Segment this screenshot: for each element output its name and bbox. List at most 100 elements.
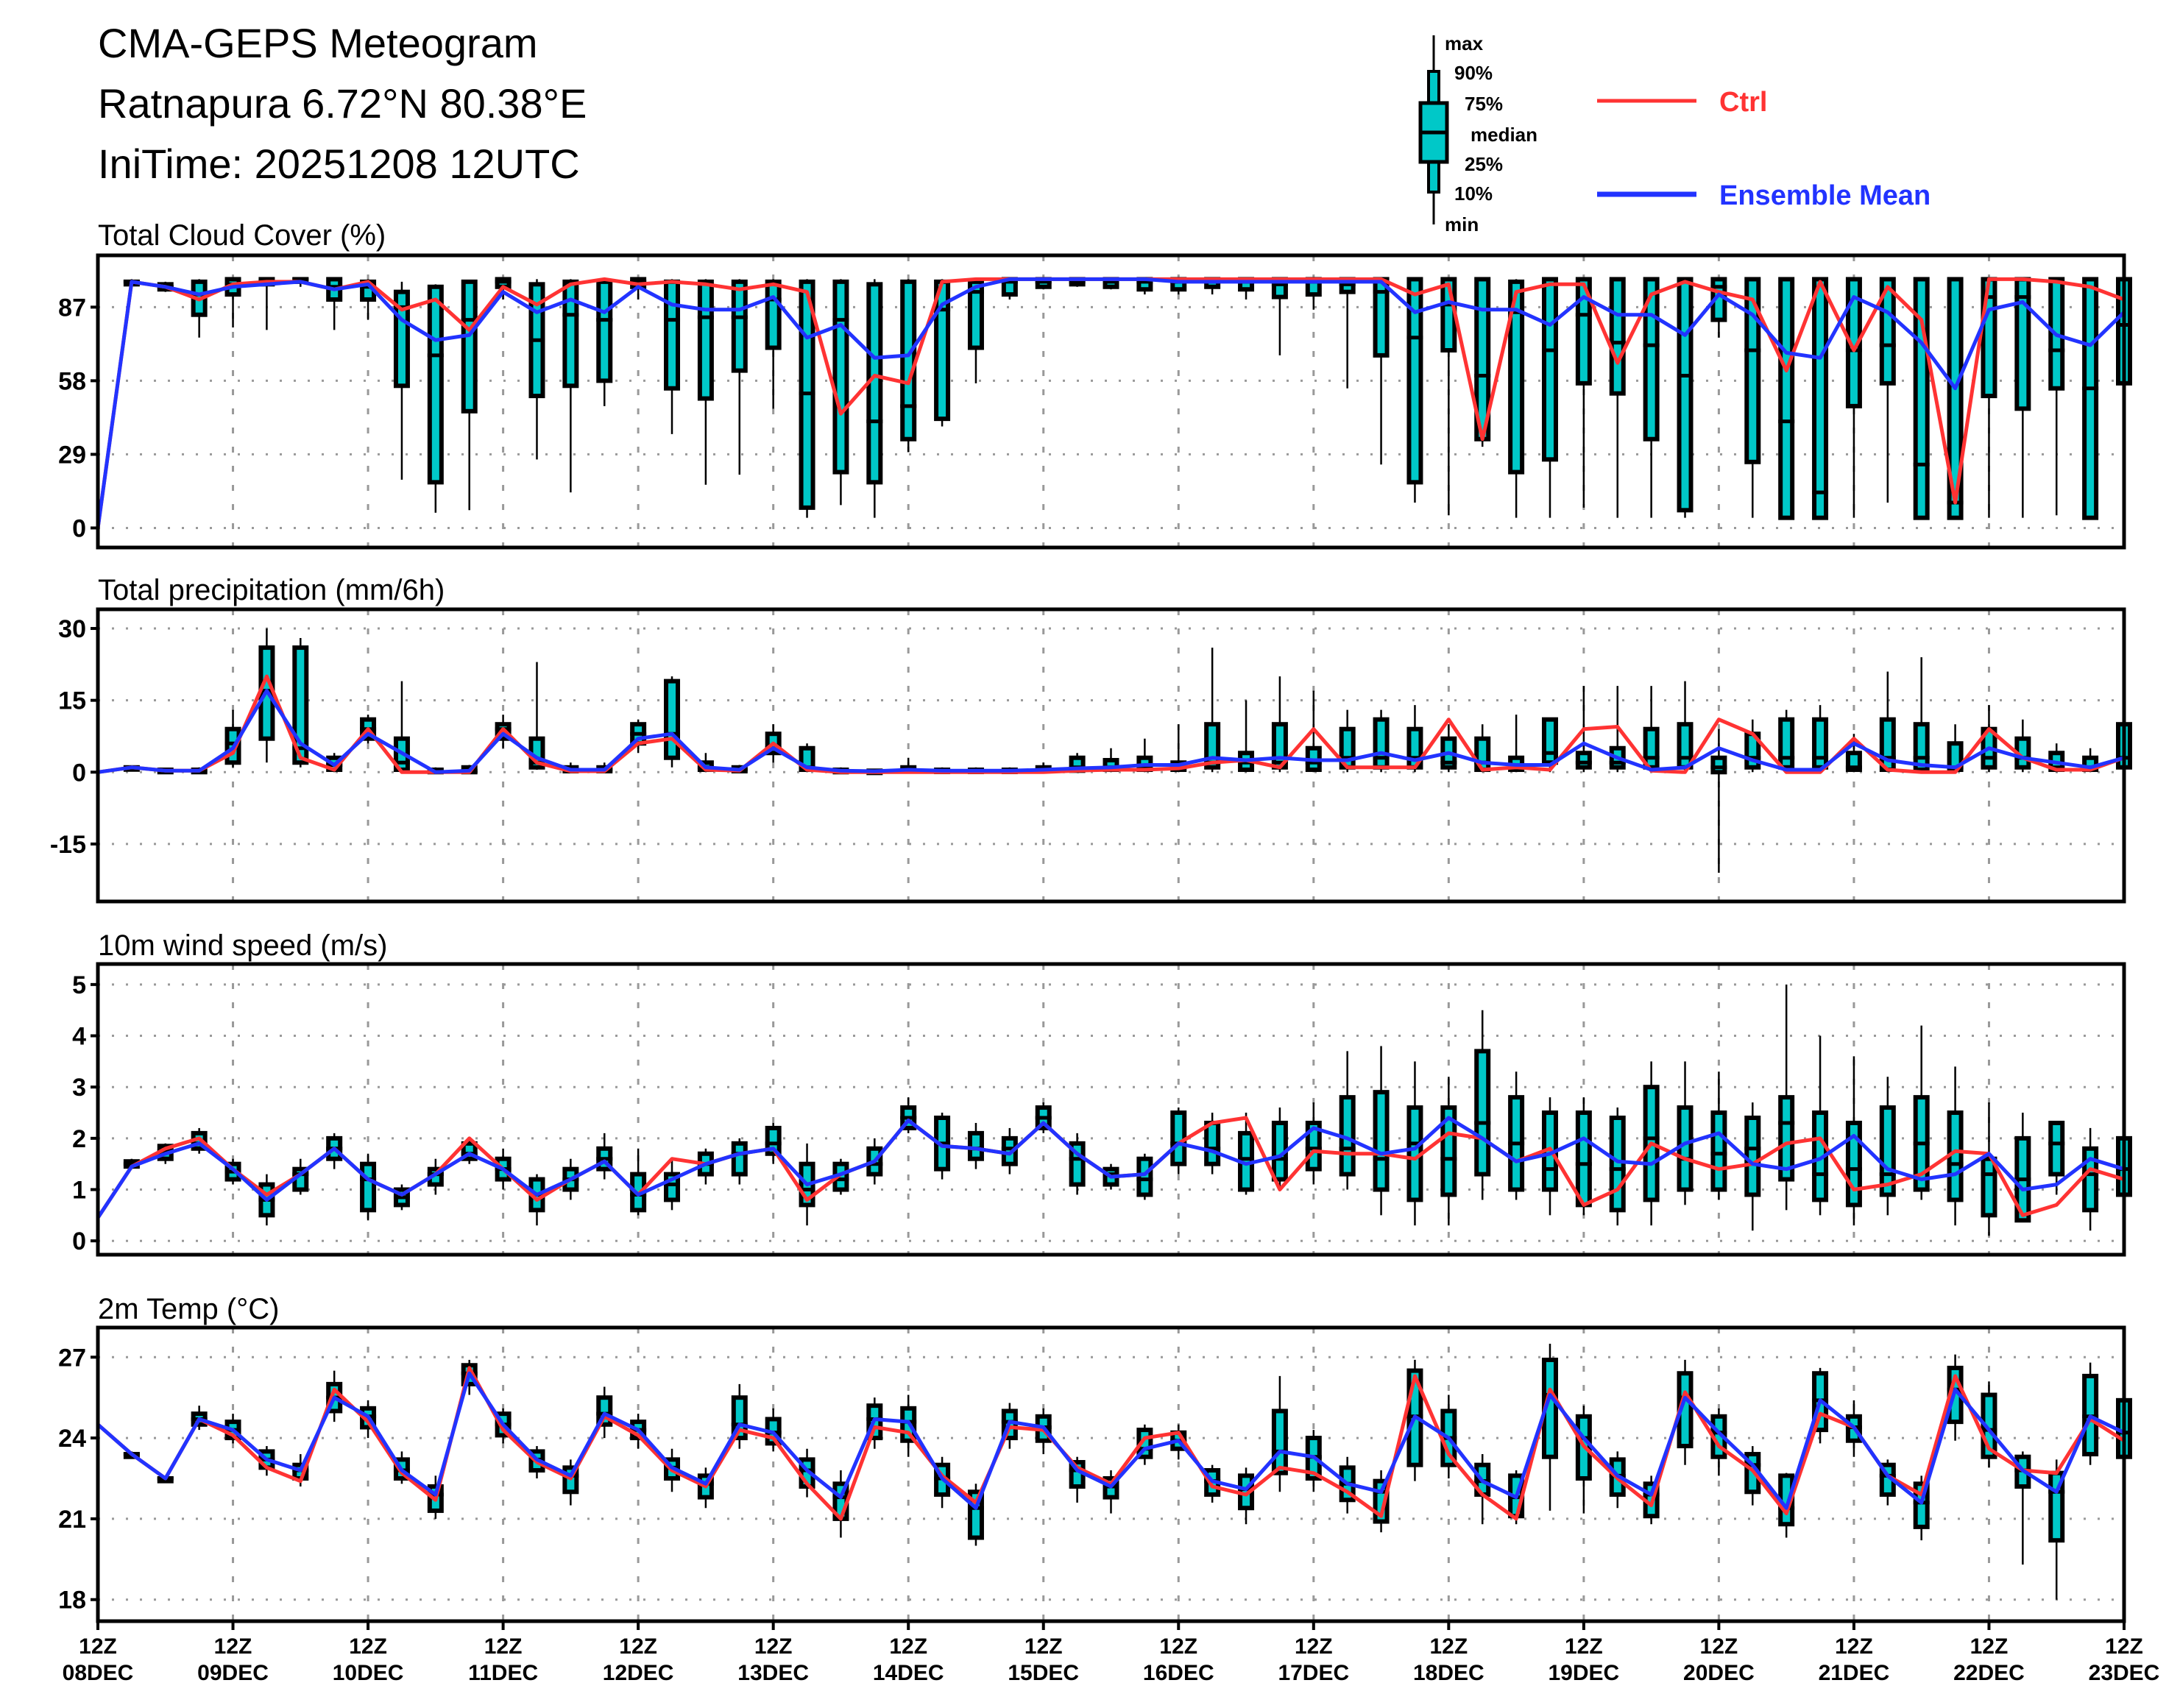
box-plot (1710, 729, 1727, 873)
box-plot (1406, 277, 1423, 503)
legend-min: min (1445, 213, 1479, 235)
box-plot (1575, 686, 1592, 773)
box-plot (1744, 277, 1761, 518)
ensemble-mean-series-line (96, 1116, 2125, 1219)
x-tick-date-label: 19DEC (1549, 1661, 1620, 1685)
box-plot (967, 279, 984, 383)
x-tick-date-label: 13DEC (737, 1661, 809, 1685)
box-iqr (1812, 717, 1829, 770)
panel-wind: 0 1 2 3 4 5 (72, 962, 2132, 1257)
box-plot (1508, 1071, 1525, 1200)
legend-ctrl-label: Ctrl (1719, 87, 1767, 118)
box-iqr (1170, 1110, 1187, 1166)
y-tick-label: -15 (50, 831, 86, 859)
box-plot (1812, 705, 1829, 773)
y-tick-label: 4 (72, 1023, 86, 1051)
legend-p90: 90% (1454, 62, 1493, 84)
y-tick-label: 87 (58, 294, 86, 322)
box-iqr (1406, 277, 1423, 485)
x-tick-date-label: 17DEC (1278, 1661, 1349, 1685)
panel-title-temp: 2m Temp (°C) (98, 1293, 279, 1325)
box-iqr (1981, 1156, 1997, 1218)
box-iqr (1778, 277, 1795, 520)
box-plot (1035, 1102, 1052, 1133)
box-plot (1305, 1102, 1322, 1185)
panel-title-cloud: Total Cloud Cover (%) (98, 219, 386, 252)
panel-frame (96, 962, 2126, 1257)
box-iqr (967, 279, 984, 350)
box-plot (393, 681, 410, 773)
box-iqr (1677, 277, 1694, 513)
box-plot (1643, 277, 1660, 518)
box-iqr (562, 279, 579, 389)
x-tick-date-label: 10DEC (333, 1661, 404, 1685)
box-plot (1474, 1010, 1491, 1200)
box-plot (1406, 1061, 1423, 1226)
box-plot (1643, 686, 1660, 773)
y-tick-label: 5 (72, 971, 86, 999)
box-iqr (360, 1161, 377, 1213)
box-plot (1778, 709, 1795, 773)
box-iqr (1575, 751, 1592, 770)
box-plot (1710, 277, 1727, 338)
box-iqr (1879, 277, 1896, 386)
box-plot (1373, 1046, 1390, 1216)
box-iqr (1947, 277, 1964, 520)
box-plot (258, 628, 275, 763)
ensemble-mean-series-line (97, 689, 2125, 774)
legend-p10: 10% (1454, 183, 1493, 205)
box-iqr (1677, 722, 1694, 770)
y-tick-label: 1 (72, 1177, 86, 1205)
x-tick-date-label: 12DEC (603, 1661, 674, 1685)
legend-median: median (1471, 124, 1537, 146)
box-iqr (1373, 1090, 1390, 1192)
box-iqr (1204, 1120, 1221, 1166)
box-plot (1271, 277, 1288, 355)
box-plot (1238, 1113, 1255, 1195)
box-plot (630, 1148, 647, 1216)
panel-cloud: 0 29 58 87 (58, 253, 2132, 550)
panel-frame (96, 607, 2126, 904)
box-plot (1845, 277, 1862, 518)
y-tick-label: 0 (72, 1227, 86, 1255)
box-plot (1541, 1343, 1558, 1511)
box-plot (1710, 1408, 1727, 1476)
box-plot (1339, 1051, 1356, 1190)
box-plot (1204, 648, 1221, 773)
x-tick-hour-label: 12Z (1565, 1634, 1603, 1659)
x-tick-hour-label: 12Z (349, 1634, 387, 1659)
x-tick-date-label: 14DEC (873, 1661, 944, 1685)
box-plot (2014, 277, 2031, 518)
y-tick-label: 27 (58, 1344, 86, 1372)
panel-frame (96, 253, 2126, 550)
box-plot (1474, 724, 1491, 773)
legend-max: max (1445, 32, 1484, 54)
box-iqr (427, 284, 444, 485)
box-plot (1913, 657, 1930, 773)
box-plot (1677, 681, 1694, 773)
box-plot (731, 1138, 748, 1185)
box-iqr (1609, 277, 1626, 396)
box-iqr (1440, 1105, 1457, 1197)
box-iqr (1474, 1049, 1491, 1177)
box-plot (1575, 277, 1592, 508)
box-iqr (2082, 1146, 2099, 1213)
box-iqr (866, 282, 883, 485)
box-iqr (731, 279, 748, 373)
box-plot (664, 676, 681, 768)
box-plot (664, 279, 681, 434)
box-iqr (1744, 277, 1761, 464)
box-plot (2014, 1113, 2031, 1223)
box-plot (360, 1153, 377, 1221)
box-plot (596, 279, 613, 406)
box-iqr (664, 279, 681, 391)
box-iqr (1710, 1110, 1727, 1192)
box-plot (427, 284, 444, 513)
x-tick-hour-label: 12Z (484, 1634, 523, 1659)
box-plot (393, 1184, 410, 1211)
panel-precip: -15 0 15 30 (50, 607, 2132, 904)
box-iqr (1947, 1110, 1964, 1202)
box-plot (967, 1122, 984, 1169)
box-plot (1440, 724, 1457, 773)
